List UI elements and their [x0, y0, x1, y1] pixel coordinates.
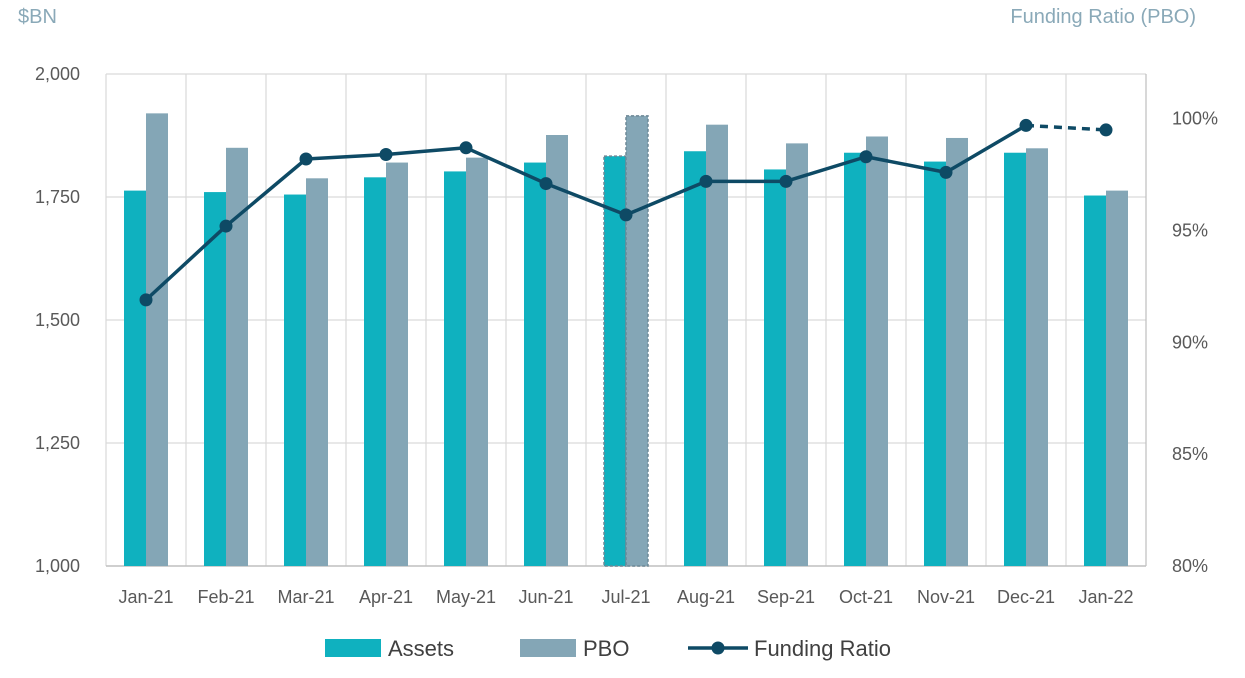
right-tick-label: 95%	[1172, 221, 1208, 241]
ratio-point	[1099, 123, 1113, 137]
ratio-point	[459, 141, 473, 155]
legend: Assets PBO Funding Ratio	[325, 636, 891, 661]
legend-ratio-label: Funding Ratio	[754, 636, 891, 661]
bars	[124, 113, 1128, 567]
x-tick-label: Jan-22	[1078, 587, 1133, 607]
assets-bar	[764, 169, 786, 566]
assets-bar	[124, 190, 146, 566]
assets-bar	[924, 161, 946, 567]
ratio-point	[939, 165, 953, 179]
right-tick-label: 100%	[1172, 109, 1218, 129]
x-tick-label: Sep-21	[757, 587, 815, 607]
x-tick-label: Jul-21	[601, 587, 650, 607]
pbo-bar	[306, 178, 328, 566]
pbo-bar	[1026, 148, 1048, 567]
x-tick-label: Mar-21	[277, 587, 334, 607]
left-tick-label: 1,250	[35, 433, 80, 453]
left-tick-label: 1,500	[35, 310, 80, 330]
axes: Jan-21 Feb-21 Mar-21 Apr-21 May-21 Jun-21 Jul-…	[35, 64, 1218, 607]
assets-bar	[684, 151, 706, 566]
x-tick-label: May-21	[436, 587, 496, 607]
ratio-point	[539, 177, 553, 191]
x-tick-label: Nov-21	[917, 587, 975, 607]
right-axis-title: Funding Ratio (PBO)	[1010, 6, 1196, 28]
assets-bar	[284, 194, 306, 567]
left-tick-label: 1,000	[35, 556, 80, 576]
ratio-point	[619, 208, 633, 222]
pbo-bar	[866, 136, 888, 566]
ratio-point	[379, 148, 393, 162]
x-tick-label: Jan-21	[118, 587, 173, 607]
legend-assets-label: Assets	[388, 636, 454, 661]
ratio-point	[299, 152, 313, 166]
right-tick-label: 80%	[1172, 556, 1208, 576]
pbo-bar	[146, 113, 168, 567]
funding-ratio-line	[139, 118, 1113, 307]
pbo-bar	[466, 157, 488, 566]
assets-bar	[204, 192, 226, 566]
pbo-bar	[625, 115, 649, 567]
x-tick-label: Feb-21	[197, 587, 254, 607]
pbo-bar	[1106, 190, 1128, 566]
gridlines	[105, 73, 1147, 567]
ratio-point	[219, 219, 233, 233]
right-tick-label: 90%	[1172, 332, 1208, 352]
x-tick-label: Apr-21	[359, 587, 413, 607]
ratio-point	[699, 174, 713, 188]
left-tick-label: 2,000	[35, 64, 80, 84]
x-tick-label: Dec-21	[997, 587, 1055, 607]
assets-bar	[444, 171, 466, 566]
left-axis-title: $BN	[18, 6, 57, 28]
legend-pbo-label: PBO	[583, 636, 629, 661]
pbo-bar	[386, 162, 408, 566]
pbo-bar	[946, 137, 968, 566]
assets-bar	[844, 152, 866, 566]
x-tick-label: Oct-21	[839, 587, 893, 607]
assets-bar	[1004, 152, 1026, 566]
ratio-point	[859, 150, 873, 164]
legend-ratio-marker	[711, 641, 725, 655]
pbo-bar	[786, 143, 808, 566]
pbo-bar	[226, 147, 248, 567]
ratio-point	[1019, 118, 1033, 132]
assets-bar	[1084, 195, 1106, 567]
legend-pbo-swatch	[520, 639, 576, 657]
ratio-point	[779, 174, 793, 188]
assets-bar	[364, 177, 386, 566]
pbo-bar	[546, 135, 568, 566]
left-tick-label: 1,750	[35, 187, 80, 207]
ratio-line-solid	[144, 123, 1027, 302]
x-tick-label: Aug-21	[677, 587, 735, 607]
pbo-bar	[706, 124, 728, 567]
assets-bar	[524, 162, 546, 566]
x-tick-label: Jun-21	[518, 587, 573, 607]
right-tick-label: 85%	[1172, 444, 1208, 464]
ratio-point	[139, 293, 153, 307]
legend-assets-swatch	[325, 639, 381, 657]
